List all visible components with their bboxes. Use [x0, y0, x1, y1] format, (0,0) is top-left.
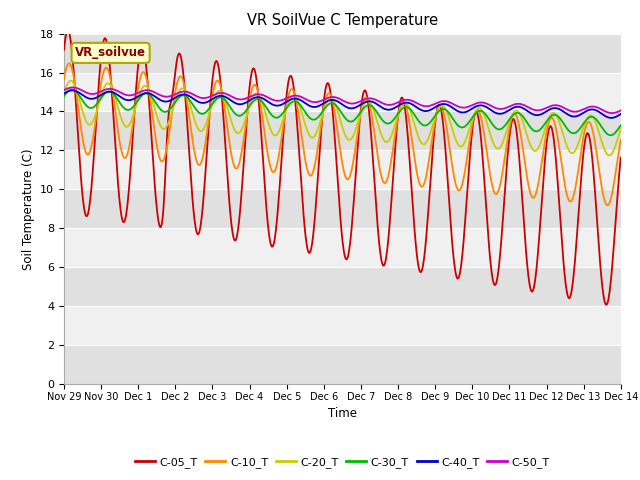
Bar [64, 306, 621, 345]
Bar [64, 189, 621, 228]
Y-axis label: Soil Temperature (C): Soil Temperature (C) [22, 148, 35, 270]
Bar [64, 345, 621, 384]
X-axis label: Time: Time [328, 407, 357, 420]
Title: VR SoilVue C Temperature: VR SoilVue C Temperature [247, 13, 438, 28]
Bar [64, 111, 621, 150]
Bar [64, 267, 621, 306]
Bar [64, 72, 621, 111]
Legend: C-05_T, C-10_T, C-20_T, C-30_T, C-40_T, C-50_T: C-05_T, C-10_T, C-20_T, C-30_T, C-40_T, … [131, 453, 554, 472]
Bar [64, 150, 621, 189]
Bar [64, 34, 621, 72]
Text: VR_soilvue: VR_soilvue [75, 47, 146, 60]
Bar [64, 228, 621, 267]
